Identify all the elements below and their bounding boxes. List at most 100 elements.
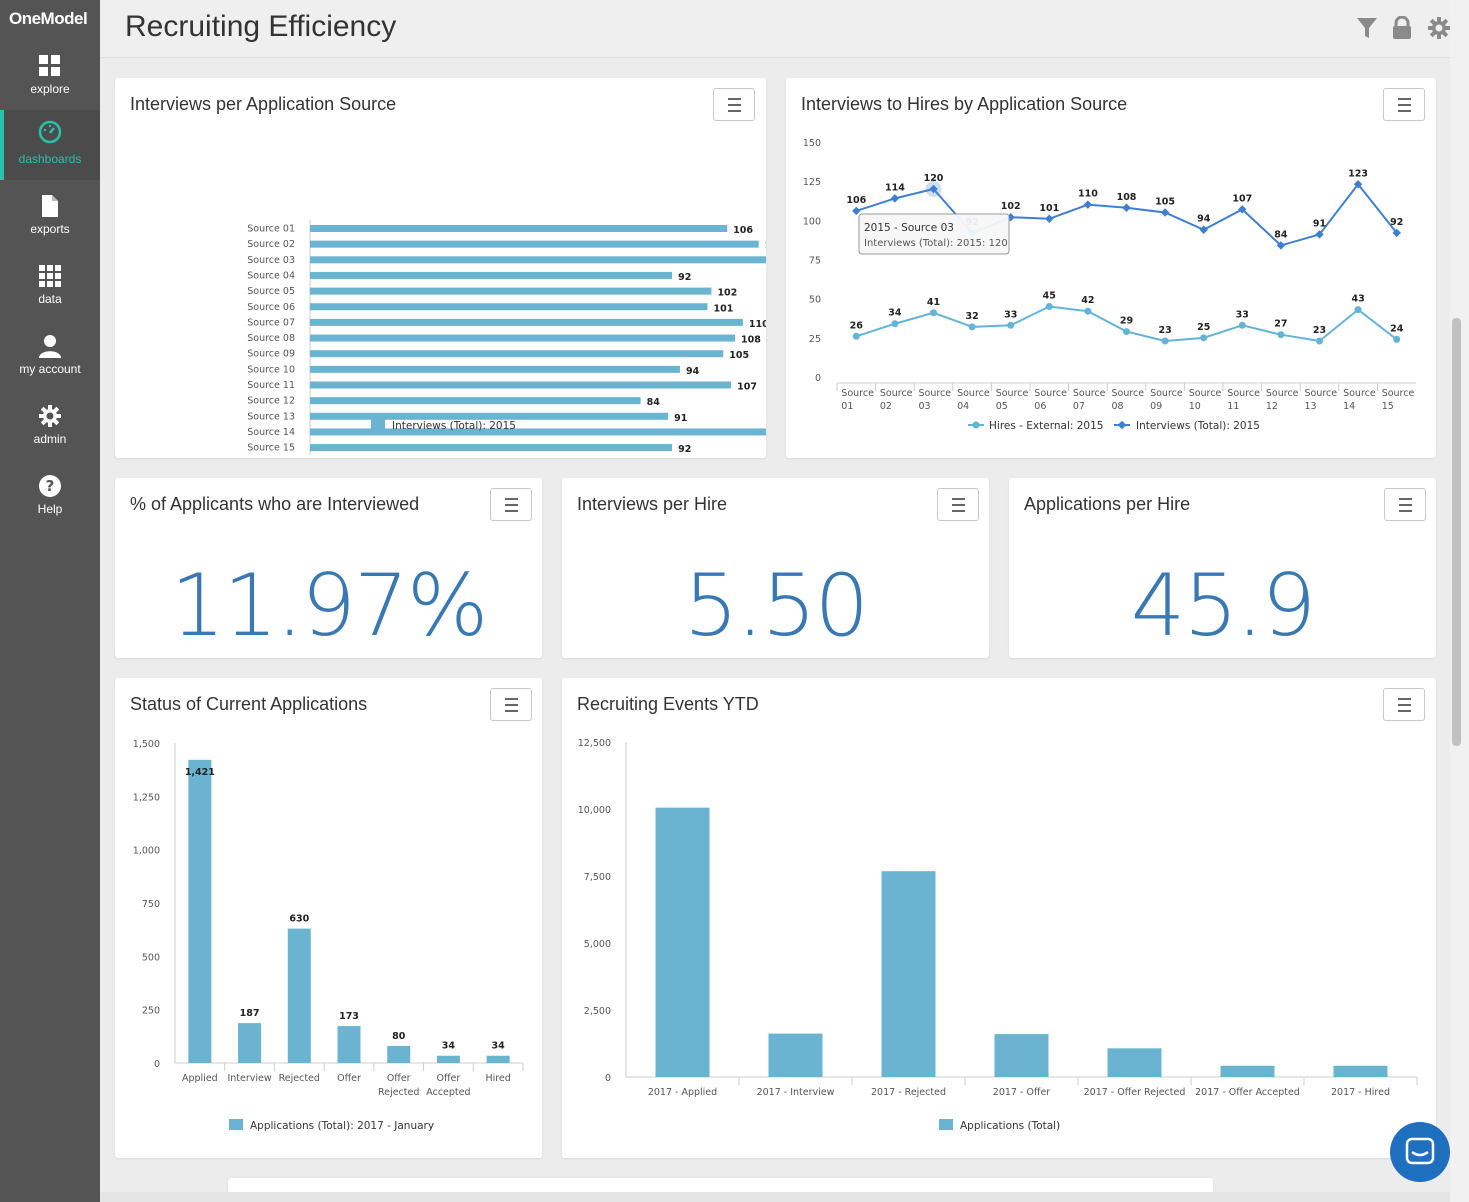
tooltip <box>858 213 1010 255</box>
data-label: 94 <box>686 366 700 377</box>
sidebar-item-label: exports <box>30 222 70 236</box>
y-tick-label: Source 01 <box>247 224 295 235</box>
kpi-value: 11.97% <box>170 556 489 656</box>
y-tick-label: 5,000 <box>584 939 611 950</box>
data-label: 91 <box>674 413 687 424</box>
grid-icon <box>39 55 60 76</box>
x-tick-label: Rejected <box>378 1087 419 1098</box>
sidebar-item-dashboards[interactable]: dashboards <box>0 110 100 180</box>
card-status-current-applications: Status of Current Applications 0 250 500 75… <box>115 678 542 1158</box>
sidebar-item-my-account[interactable]: my account <box>0 328 100 398</box>
data-point <box>1393 335 1401 343</box>
bar <box>655 807 710 1077</box>
data-point <box>1238 321 1246 329</box>
help-icon: ? <box>39 475 61 497</box>
bar <box>310 303 708 311</box>
bar <box>1107 1048 1162 1077</box>
bar <box>310 350 724 358</box>
card-menu-button[interactable] <box>1383 688 1425 721</box>
sidebar-item-data[interactable]: data <box>0 258 100 328</box>
y-tick-label: Source 15 <box>247 443 295 454</box>
bar <box>310 271 673 279</box>
card-menu-button[interactable] <box>1384 488 1426 521</box>
card-menu-button[interactable] <box>1383 88 1425 121</box>
card-title: Interviews per Hire <box>577 494 728 514</box>
data-label: 33 <box>1236 309 1249 320</box>
y-tick-label: Source 04 <box>247 270 295 281</box>
data-label: 105 <box>729 350 749 361</box>
scrollbar-thumb[interactable] <box>1452 318 1461 746</box>
data-label: 32 <box>965 311 978 322</box>
settings-icon[interactable] <box>1427 16 1451 40</box>
bar <box>238 1023 262 1063</box>
legend-marker <box>1117 420 1127 430</box>
x-tick-label: 10 <box>1189 401 1201 412</box>
data-label: 80 <box>392 1031 406 1042</box>
data-point <box>1045 214 1054 224</box>
legend-label: Interviews (Total): 2015 <box>1136 420 1260 432</box>
card-title: Interviews per Application Source <box>130 94 397 114</box>
sidebar-item-label: admin <box>33 432 67 446</box>
x-tick-label: Source <box>1382 388 1415 399</box>
sidebar-item-exports[interactable]: exports <box>0 188 100 258</box>
x-tick-label: 04 <box>957 401 969 412</box>
data-label: 105 <box>1155 197 1175 208</box>
y-tick-label: 75 <box>809 256 821 267</box>
data-label: 25 <box>1197 322 1210 333</box>
data-label: 26 <box>850 320 864 331</box>
card-interviews-per-hire: Interviews per Hire 5.50 <box>562 478 989 658</box>
y-tick-label: 1,500 <box>133 739 160 750</box>
data-label: 108 <box>741 335 761 346</box>
chat-launcher-button[interactable] <box>1390 1122 1450 1182</box>
legend-label: Applications (Total): 2017 - January <box>250 1120 434 1132</box>
data-point <box>1160 208 1170 217</box>
sidebar-item-help[interactable]: ? Help <box>0 468 100 538</box>
legend-swatch <box>939 1119 953 1130</box>
x-tick-label: 09 <box>1150 401 1162 412</box>
legend-marker <box>972 421 980 429</box>
card-menu-button[interactable] <box>490 688 532 721</box>
x-tick-label: 2017 - Interview <box>757 1087 835 1098</box>
y-tick-label: 50 <box>809 295 821 306</box>
x-tick-label: Source <box>841 388 874 399</box>
x-tick-label: 14 <box>1343 401 1355 412</box>
data-point <box>1392 228 1401 238</box>
card-menu-button[interactable] <box>490 488 532 521</box>
x-tick-label: 2017 - Rejected <box>871 1087 946 1098</box>
card-title: Recruiting Events YTD <box>577 694 759 714</box>
x-tick-label: Source <box>1034 388 1067 399</box>
line-chart: 0 25 50 75 100 125 150 Source 01 Source 02 Source 03… <box>803 138 1416 432</box>
x-tick-label: Source <box>1189 388 1222 399</box>
data-point <box>1161 337 1169 345</box>
sidebar-item-admin[interactable]: admin <box>0 398 100 468</box>
lock-icon[interactable] <box>1390 16 1414 40</box>
data-label: 187 <box>240 1008 260 1019</box>
data-label: 107 <box>1232 193 1252 204</box>
data-label: 45 <box>1043 291 1056 302</box>
y-tick-label: 0 <box>154 1059 160 1070</box>
data-label: 43 <box>1351 294 1364 305</box>
card-title: % of Applicants who are Interviewed <box>130 494 420 514</box>
legend-swatch <box>229 1119 243 1130</box>
y-tick-label: 12,500 <box>578 738 611 749</box>
filter-icon[interactable] <box>1355 16 1379 40</box>
y-tick-label: 100 <box>803 216 821 227</box>
card-menu-button[interactable] <box>713 88 755 121</box>
card-pct-interviewed: % of Applicants who are Interviewed 11.9… <box>115 478 542 658</box>
sidebar-item-label: dashboards <box>18 152 82 166</box>
x-tick-label: 06 <box>1034 401 1046 412</box>
data-point <box>1084 307 1092 315</box>
card-title: Status of Current Applications <box>130 694 368 714</box>
bar <box>486 1055 510 1063</box>
x-tick-label: 08 <box>1112 401 1124 412</box>
y-tick-label: 150 <box>803 138 821 149</box>
x-tick-label: 02 <box>880 401 892 412</box>
sidebar-item-explore[interactable]: explore <box>0 48 100 118</box>
card-menu-button[interactable] <box>937 488 979 521</box>
page-header: Recruiting Efficiency <box>100 0 1450 58</box>
horizontal-scrollbar[interactable] <box>100 1192 1450 1202</box>
y-tick-label: 25 <box>809 334 821 345</box>
data-label: 92 <box>678 272 691 283</box>
data-point <box>1123 328 1130 336</box>
data-label: 123 <box>1348 168 1368 179</box>
